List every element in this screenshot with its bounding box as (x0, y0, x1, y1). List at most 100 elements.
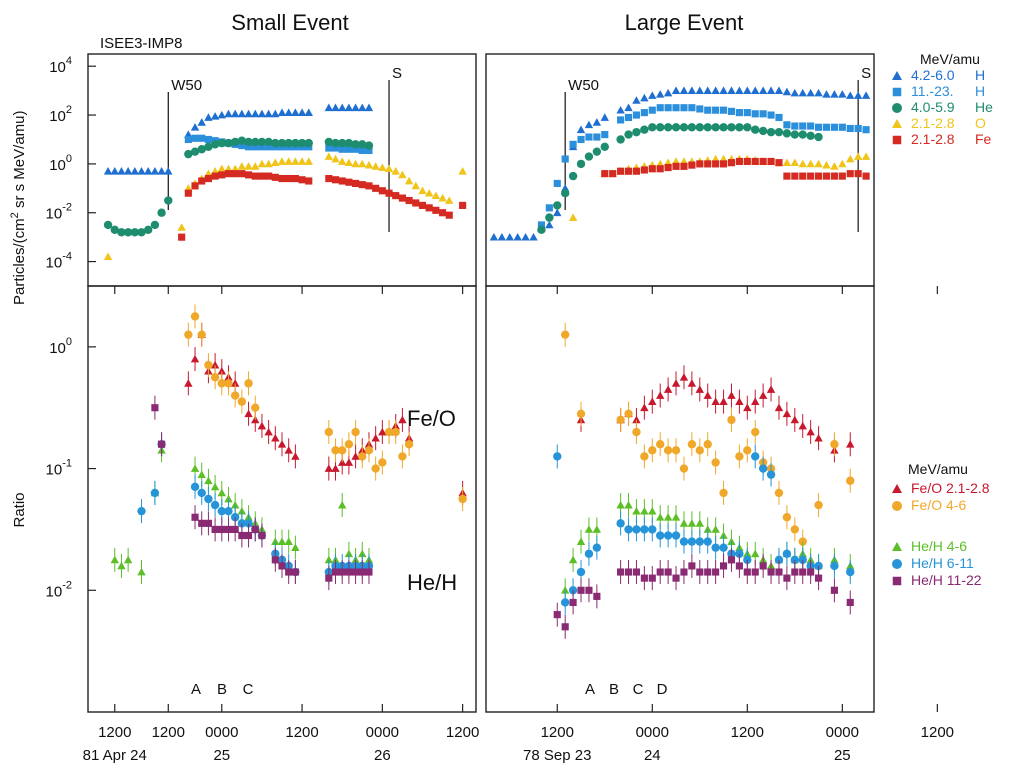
data-point (324, 427, 334, 437)
data-point (117, 167, 126, 175)
data-point (798, 537, 807, 546)
data-point (711, 525, 720, 533)
data-point (438, 193, 447, 202)
phase-letter: B (217, 681, 227, 698)
data-point (711, 123, 720, 132)
data-point (489, 232, 499, 241)
data-point (727, 556, 736, 564)
data-point (743, 446, 752, 455)
data-point (224, 170, 233, 178)
data-point (663, 513, 673, 521)
data-point (648, 165, 656, 173)
data-point (331, 464, 340, 472)
data-point (687, 379, 697, 387)
data-point (392, 192, 400, 200)
data-point (782, 549, 792, 558)
data-point (751, 397, 760, 405)
data-point (609, 170, 617, 178)
data-point (679, 123, 689, 132)
data-point (751, 427, 760, 437)
data-point (822, 172, 831, 180)
data-point (184, 379, 193, 387)
data-point (656, 165, 664, 173)
data-point (687, 440, 697, 449)
data-point (251, 143, 259, 151)
data-point (735, 562, 743, 570)
data-point (458, 167, 467, 175)
x-tick-label: 1200 (541, 724, 574, 741)
legend-label: He/H 6-11 (911, 555, 974, 571)
data-point (790, 555, 800, 565)
x-tick-label: 1200 (285, 724, 318, 741)
data-point (351, 159, 360, 168)
data-point (210, 482, 220, 491)
panel-series-0 (103, 103, 467, 261)
series-fe-o-2-1-2-8 (576, 365, 855, 463)
data-point (663, 385, 673, 393)
phase-letter: A (191, 681, 201, 698)
y-tick-label: 10-2 (46, 579, 72, 600)
y-tick-label: 104 (49, 55, 72, 76)
data-point (798, 159, 807, 168)
data-point (431, 191, 441, 200)
data-point (814, 88, 823, 97)
data-point (624, 500, 633, 509)
data-point (224, 506, 233, 516)
data-point (775, 568, 783, 576)
data-point (297, 108, 307, 116)
data-point (711, 86, 720, 94)
x-date-label: 25 (213, 747, 230, 764)
data-point (624, 130, 633, 139)
data-point (325, 174, 333, 183)
data-point (545, 213, 554, 222)
data-point (576, 159, 586, 169)
data-point (204, 476, 213, 485)
legend-marker (892, 501, 902, 511)
data-point (616, 135, 625, 144)
event-label: S (861, 65, 871, 82)
series-4-2-6-0-h (489, 86, 871, 241)
y-axis-label-ratio: Ratio (11, 492, 28, 527)
data-point (230, 109, 240, 118)
data-point (378, 187, 386, 195)
data-point (758, 391, 768, 399)
data-point (103, 252, 113, 261)
data-point (640, 452, 649, 461)
data-point (712, 160, 720, 168)
data-point (230, 513, 240, 522)
data-point (617, 167, 625, 175)
data-point (853, 91, 863, 99)
data-point (576, 409, 586, 418)
data-point (197, 145, 206, 154)
data-point (123, 555, 133, 564)
data-point (324, 137, 334, 147)
data-point (190, 312, 200, 321)
legend-label: 4.0-5.9 He (911, 99, 993, 115)
data-point (798, 130, 807, 139)
data-point (767, 568, 775, 576)
legend-marker (892, 484, 902, 493)
data-point (284, 108, 293, 116)
data-point (838, 90, 847, 98)
legend-header: MeV/amu (908, 461, 968, 477)
data-point (640, 403, 649, 412)
legend-label: 4.2-6.0 H (911, 67, 985, 83)
data-point (704, 160, 712, 168)
data-point (696, 105, 704, 113)
data-point (344, 103, 354, 112)
data-point (798, 421, 807, 430)
data-point (251, 137, 260, 147)
data-point (277, 138, 287, 148)
data-point (648, 446, 657, 455)
data-point (204, 519, 212, 527)
data-point (600, 142, 609, 151)
data-point (211, 525, 219, 533)
data-point (412, 199, 420, 207)
data-point (830, 123, 838, 131)
data-point (663, 88, 673, 97)
data-point (671, 86, 681, 94)
event-label: S (392, 65, 402, 82)
data-point (846, 91, 855, 99)
data-point (790, 158, 800, 167)
